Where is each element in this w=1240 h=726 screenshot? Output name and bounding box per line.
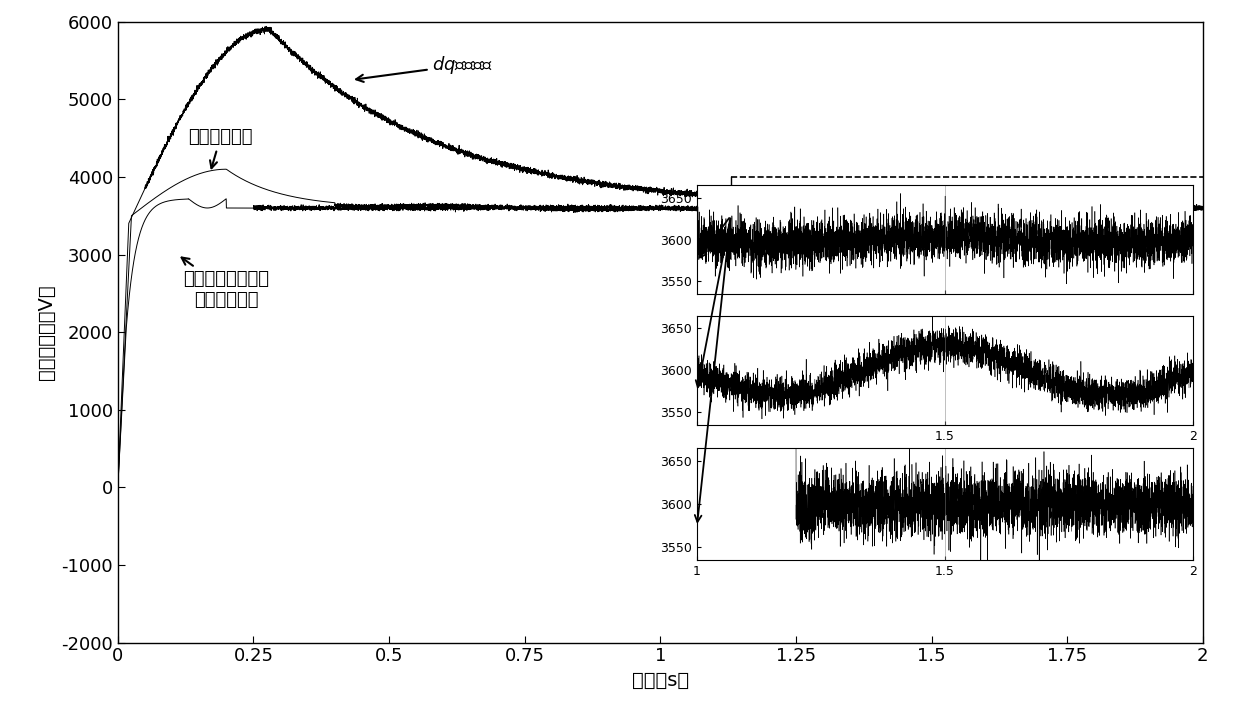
Text: 基于状态观测器的
模型预测控制: 基于状态观测器的 模型预测控制 [181, 258, 269, 309]
X-axis label: 时间（s）: 时间（s） [631, 671, 689, 690]
Y-axis label: 直流侧电压（V）: 直流侧电压（V） [37, 285, 56, 380]
Text: 模型预测控制: 模型预测控制 [188, 128, 253, 168]
Text: $dq$解耦控制: $dq$解耦控制 [356, 54, 494, 82]
